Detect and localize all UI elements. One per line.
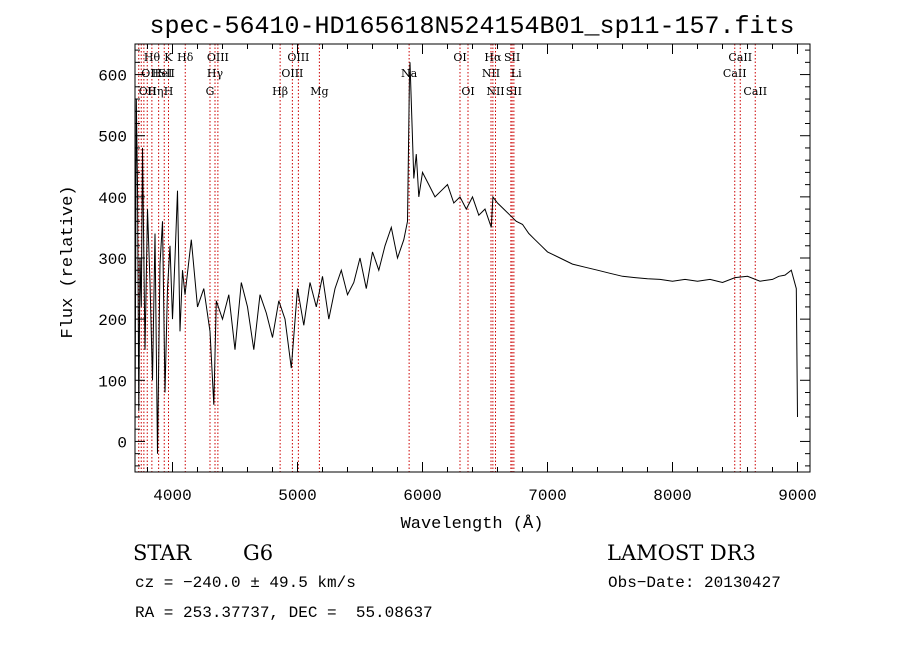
x-tick-label: 7000 (528, 487, 566, 505)
spectral-line-label: HeI (152, 67, 172, 80)
spectral-line-label: Mg (310, 85, 328, 98)
spectral-line-label: OI (461, 85, 474, 98)
spectral-line-label: Hη (147, 85, 163, 98)
spectral-line-markers (138, 44, 756, 472)
observation-date: Obs−Date: 20130427 (608, 574, 781, 592)
spectral-line-label: CaII (723, 67, 747, 80)
x-tick-label: 8000 (653, 487, 691, 505)
y-tick-label: 0 (117, 434, 127, 452)
spectral-line-label: CaII (743, 85, 767, 98)
y-tick-label: 500 (98, 129, 127, 147)
spectral-line-label: CaII (728, 51, 752, 64)
y-tick-label: 400 (98, 190, 127, 208)
object-subclass: G6 (243, 541, 274, 565)
y-tick-label: 600 (98, 68, 127, 86)
radial-velocity: cz = −240.0 ± 49.5 km/s (135, 574, 356, 592)
spectral-line-labels: OIIOIIHθHηHeISIIKHHδGHγOIIIHβOIIIOIIIMgN… (139, 51, 767, 98)
x-tick-label: 4000 (153, 487, 191, 505)
object-class: STAR (133, 541, 192, 565)
y-tick-label: 300 (98, 251, 127, 269)
spectral-line-label: SII (504, 51, 520, 64)
spectral-line-label: OII (139, 85, 157, 98)
spectral-line-label: K (164, 51, 173, 64)
spectral-line-label: SII (506, 85, 522, 98)
survey-name: LAMOST DR3 (607, 541, 756, 565)
spectral-line-label: OIII (287, 51, 309, 64)
y-tick-label: 100 (98, 373, 127, 391)
x-axis-label: Wavelength (Å) (401, 515, 544, 534)
spectral-line-label: OI (453, 51, 466, 64)
x-tick-label: 5000 (278, 487, 316, 505)
spectral-line-label: Hγ (207, 67, 224, 80)
spectrum-line (134, 62, 798, 454)
plot-frame (134, 43, 811, 473)
x-tick-label: 6000 (403, 487, 441, 505)
chart-title: spec-56410-HD165618N524154B01_sp11-157.f… (149, 12, 794, 41)
coordinates: RA = 253.37737, DEC = 55.08637 (135, 604, 433, 622)
spectral-line-label: OIII (207, 51, 229, 64)
spectral-line-label: Li (511, 67, 522, 80)
x-tick-label: 9000 (778, 487, 816, 505)
spectral-line-label: G (206, 85, 215, 98)
spectral-line-label: Hθ (144, 51, 161, 64)
y-tick-label: 200 (98, 312, 127, 330)
spectral-line-label: SII (159, 67, 175, 80)
spectral-line-label: OII (141, 67, 159, 80)
spectral-line-label: NII (482, 67, 500, 80)
x-axis-ticks: 4000 5000 6000 7000 8000 9000 (147, 44, 817, 505)
spectral-line-label: Hδ (177, 51, 194, 64)
spectral-line-label: Hα (484, 51, 502, 64)
y-axis-label: Flux (relative) (59, 185, 78, 338)
spectral-line-label: NII (486, 85, 504, 98)
spectral-line-label: OIII (281, 67, 303, 80)
y-axis-ticks: 0 100 200 300 400 500 600 (98, 49, 810, 467)
spectral-line-label: Hβ (272, 85, 288, 98)
spectral-line-label: H (164, 85, 174, 98)
